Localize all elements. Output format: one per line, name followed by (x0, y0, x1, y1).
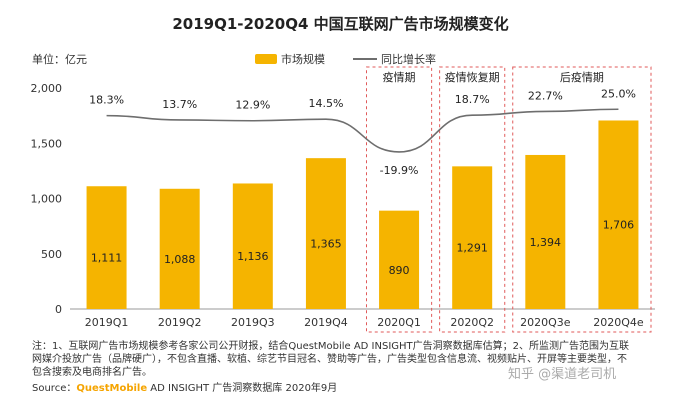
growth-rate-label: 25.0% (601, 87, 636, 100)
phase-box (366, 66, 433, 333)
bar-value-label: 1,365 (310, 238, 342, 251)
bar-value-label: 1,088 (164, 253, 196, 266)
x-tick-label: 2019Q1 (85, 316, 129, 329)
legend: 市场规模 同比增长率 (255, 51, 436, 67)
growth-rate-label: 18.7% (455, 93, 490, 106)
chart-notes: 注：1、互联网广告市场规模参考各家公司公开财报，结合QuestMobile AD… (32, 341, 630, 378)
bar (452, 166, 493, 309)
growth-rate-label: 12.9% (235, 99, 270, 112)
legend-line-label: 同比增长率 (381, 53, 436, 66)
growth-rate-label: 13.7% (162, 98, 197, 111)
y-tick-label: 2,000 (31, 82, 63, 95)
bar (379, 210, 420, 309)
watermark: 知乎 @渠道老司机 (508, 367, 617, 382)
bar (525, 154, 566, 309)
legend-line-swatch (353, 58, 377, 60)
x-tick-label: 2019Q4 (304, 316, 348, 329)
x-tick-label: 2019Q3 (231, 316, 275, 329)
bar-value-label: 1,111 (91, 252, 123, 265)
growth-rate-line (106, 108, 619, 153)
bar (598, 120, 639, 309)
bar (232, 183, 273, 309)
y-tick-label: 0 (55, 303, 62, 316)
phase-label: 后疫情期 (560, 70, 604, 84)
y-tick-label: 1,500 (31, 137, 63, 150)
phase-box (439, 66, 506, 333)
growth-rate-label: -19.9% (380, 164, 419, 177)
chart-source: Source：QuestMobile AD INSIGHT 广告洞察数据库 20… (32, 379, 337, 394)
source-brand: QuestMobile (76, 383, 148, 394)
chart-title: 2019Q1-2020Q4 中国互联网广告市场规模变化 (172, 15, 509, 33)
bar-value-label: 1,136 (237, 250, 269, 263)
growth-rate-label: 22.7% (528, 89, 563, 102)
bar-value-label: 890 (389, 264, 410, 277)
bar-value-label: 1,291 (456, 242, 488, 255)
legend-bar-swatch (255, 54, 277, 64)
bar-line-chart: 0 500 1,000 1,500 2,000 疫情期 疫情恢复期 后疫情期 1,111 1,08… (31, 66, 655, 333)
bar (86, 186, 127, 309)
legend-bar-label: 市场规模 (281, 53, 325, 66)
source-prefix: Source： (32, 383, 77, 394)
x-tick-label: 2020Q2 (450, 316, 494, 329)
x-tick-label: 2020Q1 (377, 316, 421, 329)
x-tick-label: 2020Q4e (593, 316, 644, 329)
bar-value-label: 1,394 (530, 236, 562, 249)
y-tick-label: 500 (41, 248, 62, 261)
x-tick-label: 2019Q2 (158, 316, 202, 329)
growth-rate-label: 14.5% (308, 97, 343, 110)
bar (159, 188, 200, 309)
y-tick-label: 1,000 (31, 193, 63, 206)
bar (305, 158, 346, 309)
unit-label: 单位：亿元 (32, 53, 87, 66)
growth-rate-label: 18.3% (89, 94, 124, 107)
phase-label: 疫情期 (383, 70, 416, 84)
phase-label: 疫情恢复期 (445, 70, 500, 84)
phase-box (512, 66, 652, 333)
x-tick-label: 2020Q3e (520, 316, 571, 329)
source-rest: AD INSIGHT 广告洞察数据库 2020年9月 (147, 383, 338, 394)
bar-value-label: 1,706 (603, 219, 635, 232)
